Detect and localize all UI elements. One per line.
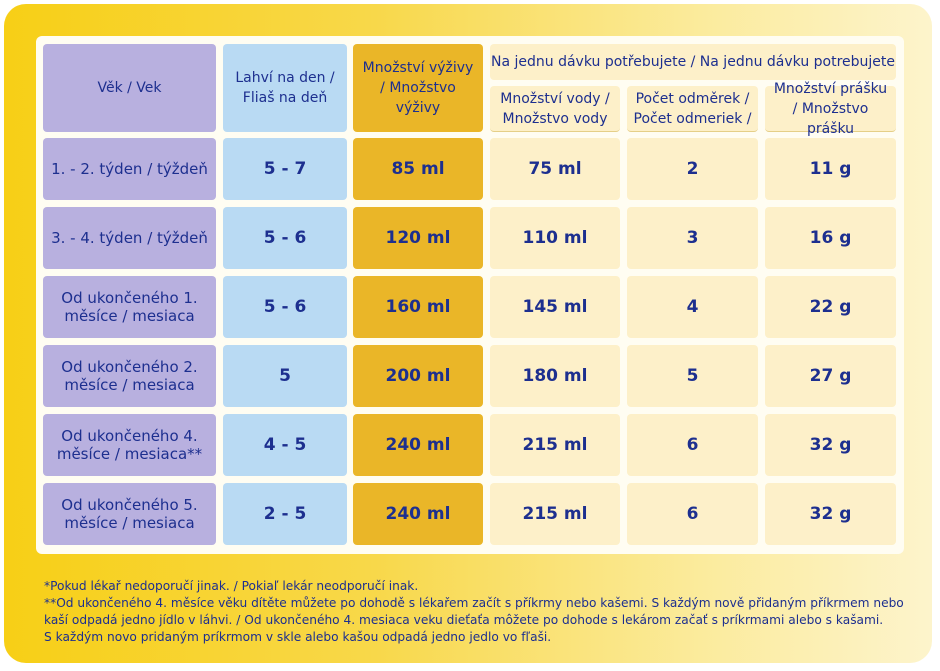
header-per-dose: Na jednu dávku potřebujete / Na jednu dá… xyxy=(490,44,896,80)
header-scoops: Počet odměrek / Počet odmeriek / xyxy=(627,86,758,132)
row-6-water: 215 ml xyxy=(490,483,620,545)
row-1-age: 1. - 2. týden / týždeň xyxy=(43,138,216,200)
row-3-amount: 160 ml xyxy=(353,276,483,338)
row-4-scoops: 5 xyxy=(627,345,758,407)
row-6-age: Od ukončeného 5. měsíce / mesiaca xyxy=(43,483,216,545)
row-3-scoops: 4 xyxy=(627,276,758,338)
header-powder: Množství prášku / Množstvo prášku xyxy=(765,81,896,137)
footnote-line: **Od ukončeného 4. měsíce věku dítěte mů… xyxy=(44,596,904,610)
row-2-bottles: 5 - 6 xyxy=(223,207,347,269)
row-5-age: Od ukončeného 4. měsíce / mesiaca** xyxy=(43,414,216,476)
row-1-water: 75 ml xyxy=(490,138,620,200)
header-powder-label: Množství prášku / Množstvo prášku xyxy=(773,80,888,137)
header-bottles-label: Lahví na den / Fliaš na deň xyxy=(235,70,335,106)
row-1-scoops: 2 xyxy=(627,138,758,200)
row-5-bottles: 4 - 5 xyxy=(223,414,347,476)
row-2-scoops: 3 xyxy=(627,207,758,269)
row-2-amount: 120 ml xyxy=(353,207,483,269)
row-2-powder: 16 g xyxy=(765,207,896,269)
footnotes: *Pokud lékař nedoporučí jinak. / Pokiaľ … xyxy=(44,578,914,646)
row-4-bottles: 5 xyxy=(223,345,347,407)
header-per-dose-label: Na jednu dávku potřebujete / Na jednu dá… xyxy=(490,54,896,70)
header-water: Množství vody / Množstvo vody xyxy=(490,86,620,132)
row-5-amount: 240 ml xyxy=(353,414,483,476)
footnote-line: S každým novo pridaným príkrmom v skle a… xyxy=(44,630,552,644)
row-1-powder: 11 g xyxy=(765,138,896,200)
row-5-powder: 32 g xyxy=(765,414,896,476)
footnote-line: kaší odpadá jedno jídlo v láhvi. / Od uk… xyxy=(44,613,884,627)
feeding-table: Věk / Vek Lahví na den / Fliaš na deň Mn… xyxy=(36,36,904,554)
header-water-label: Množství vody / Množstvo vody xyxy=(500,90,610,127)
header-amount: Množství výživy / Množstvo výživy xyxy=(353,44,483,132)
footnote-line: *Pokud lékař nedoporučí jinak. / Pokiaľ … xyxy=(44,579,419,593)
row-1-amount: 85 ml xyxy=(353,138,483,200)
row-3-bottles: 5 - 6 xyxy=(223,276,347,338)
row-3-age: Od ukončeného 1. měsíce / mesiaca xyxy=(43,276,216,338)
row-3-water: 145 ml xyxy=(490,276,620,338)
header-bottles: Lahví na den / Fliaš na deň xyxy=(223,44,347,132)
header-amount-label: Množství výživy / Množstvo výživy xyxy=(362,60,474,116)
row-3-powder: 22 g xyxy=(765,276,896,338)
header-scoops-label: Počet odměrek / Počet odmeriek / xyxy=(633,90,752,127)
row-2-age: 3. - 4. týden / týždeň xyxy=(43,207,216,269)
row-4-powder: 27 g xyxy=(765,345,896,407)
row-1-bottles: 5 - 7 xyxy=(223,138,347,200)
row-4-age: Od ukončeného 2. měsíce / mesiaca xyxy=(43,345,216,407)
row-2-water: 110 ml xyxy=(490,207,620,269)
row-4-amount: 200 ml xyxy=(353,345,483,407)
row-6-bottles: 2 - 5 xyxy=(223,483,347,545)
header-age-label: Věk / Vek xyxy=(97,80,162,96)
header-age: Věk / Vek xyxy=(43,44,216,132)
row-4-water: 180 ml xyxy=(490,345,620,407)
row-6-amount: 240 ml xyxy=(353,483,483,545)
row-5-water: 215 ml xyxy=(490,414,620,476)
row-5-scoops: 6 xyxy=(627,414,758,476)
row-6-powder: 32 g xyxy=(765,483,896,545)
row-6-scoops: 6 xyxy=(627,483,758,545)
